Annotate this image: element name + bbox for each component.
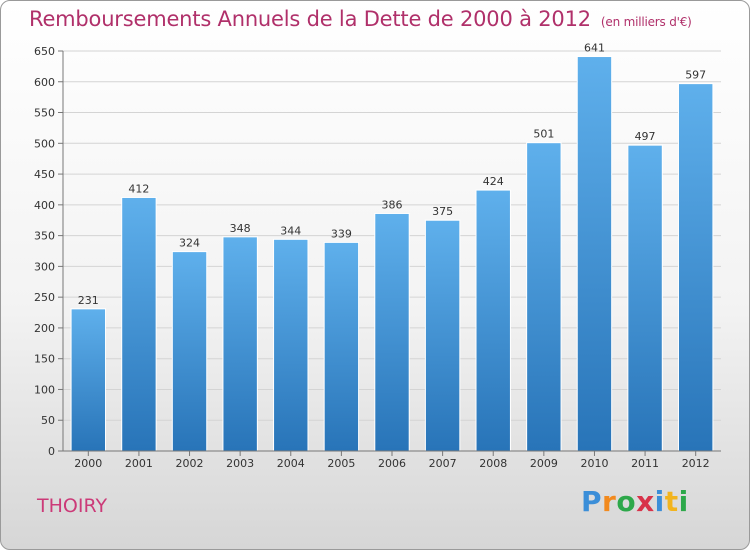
y-tick-label: 250	[34, 291, 55, 304]
logo-letter: r	[602, 485, 617, 518]
x-tick-label: 2002	[176, 457, 204, 470]
bar-2004	[273, 238, 309, 452]
bar-2008	[475, 189, 511, 452]
bar-2000	[70, 308, 107, 452]
value-label: 641	[584, 42, 605, 55]
value-label: 424	[483, 175, 504, 188]
value-label: 375	[432, 205, 453, 218]
value-label: 412	[128, 182, 149, 195]
x-tick-label: 2003	[226, 457, 254, 470]
y-tick-label: 500	[34, 137, 55, 150]
chart-unit-note: (en milliers d'€)	[600, 15, 692, 29]
y-tick-label: 550	[34, 107, 55, 120]
y-tick-label: 400	[34, 199, 55, 212]
y-tick-label: 0	[48, 445, 55, 458]
x-tick-label: 2000	[74, 457, 102, 470]
value-label: 344	[280, 224, 301, 237]
proxiti-logo: Proxiti	[581, 485, 689, 518]
bar-2006	[374, 212, 410, 452]
bar-2007	[424, 219, 461, 452]
bar-2005	[323, 241, 360, 452]
y-tick-label: 650	[34, 45, 55, 58]
value-label: 386	[382, 198, 403, 211]
y-tick-label: 150	[34, 353, 55, 366]
x-tick-label: 2005	[327, 457, 355, 470]
bar-2002	[171, 251, 208, 452]
value-label: 497	[635, 130, 656, 143]
bar-2012	[677, 83, 714, 452]
chart-title: Remboursements Annuels de la Dette de 20…	[29, 7, 692, 31]
y-tick-label: 200	[34, 322, 55, 335]
commune-name: THOIRY	[37, 495, 108, 517]
x-tick-label: 2009	[530, 457, 558, 470]
y-tick-label: 50	[41, 414, 55, 427]
x-tick-label: 2006	[378, 457, 406, 470]
bar-2009	[526, 142, 562, 452]
bar-2011	[627, 144, 663, 452]
y-tick-label: 450	[34, 168, 55, 181]
value-label: 597	[685, 69, 706, 82]
x-tick-label: 2007	[429, 457, 457, 470]
logo-letter: t	[664, 485, 679, 518]
x-tick-label: 2012	[682, 457, 710, 470]
chart-title-text: Remboursements Annuels de la Dette de 20…	[29, 7, 591, 31]
y-tick-label: 600	[34, 76, 55, 89]
x-tick-label: 2001	[125, 457, 153, 470]
bar-2001	[121, 196, 157, 452]
y-tick-label: 350	[34, 230, 55, 243]
x-tick-label: 2010	[580, 457, 608, 470]
value-label: 348	[230, 222, 251, 235]
y-tick-label: 100	[34, 383, 55, 396]
x-tick-label: 2011	[631, 457, 659, 470]
bar-2010	[576, 56, 613, 452]
y-tick-label: 300	[34, 260, 55, 273]
x-tick-label: 2004	[277, 457, 305, 470]
x-tick-label: 2008	[479, 457, 507, 470]
logo-letter: i	[654, 485, 665, 518]
value-label: 501	[533, 128, 554, 141]
bar-2003	[222, 236, 258, 452]
logo-letter: x	[636, 485, 655, 518]
value-label: 339	[331, 227, 352, 240]
logo-letter: P	[581, 485, 603, 518]
value-label: 324	[179, 237, 200, 250]
logo-letter: o	[616, 485, 637, 518]
value-label: 231	[78, 294, 99, 307]
logo-letter: i	[678, 485, 689, 518]
